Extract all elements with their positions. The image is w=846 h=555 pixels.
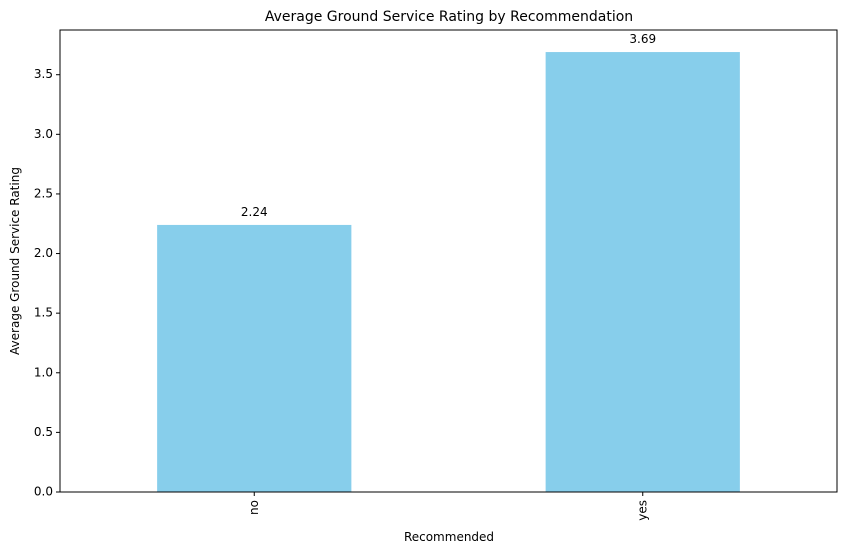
x-tick-label-no: no [247,500,261,515]
data-labels-group: 2.24 3.69 [241,32,656,219]
x-axis: no yes [247,492,649,521]
data-label-yes: 3.69 [629,32,656,46]
y-tick-label-0: 0.0 [34,485,53,499]
bars-group [157,52,740,493]
y-tick-label-4: 2.0 [34,246,53,260]
data-label-no: 2.24 [241,205,268,219]
y-axis: 0.0 0.5 1.0 1.5 2.0 2.5 3.0 3.5 [34,67,60,499]
y-tick-label-6: 3.0 [34,127,53,141]
bar-yes [545,52,740,493]
chart-title: Average Ground Service Rating by Recomme… [265,9,633,25]
bar-no [157,224,352,492]
plot-frame [59,29,838,493]
x-axis-label: Recommended [404,530,494,544]
x-tick-label-yes: yes [635,500,649,521]
y-axis-label: Average Ground Service Rating [8,167,22,355]
y-tick-label-1: 0.5 [34,425,53,439]
y-tick-label-7: 3.5 [34,67,53,81]
y-tick-label-2: 1.0 [34,365,53,379]
y-tick-label-5: 2.5 [34,186,53,200]
y-tick-label-3: 1.5 [34,306,53,320]
